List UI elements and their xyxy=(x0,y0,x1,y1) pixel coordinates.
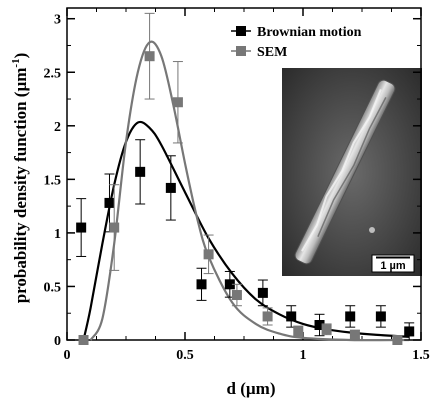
data-point-brownian xyxy=(224,279,235,290)
data-point-brownian xyxy=(104,197,115,208)
data-point-brownian xyxy=(257,287,268,298)
legend-marker-sem xyxy=(236,46,246,56)
y-tick-label: 0 xyxy=(54,334,61,349)
data-point-sem xyxy=(349,329,360,340)
rod-particle xyxy=(294,79,396,265)
data-point-brownian xyxy=(135,166,146,177)
data-point-sem xyxy=(231,290,242,301)
x-tick-label: 1 xyxy=(300,348,307,363)
data-points xyxy=(76,12,415,345)
debris-speck xyxy=(369,227,375,233)
data-point-sem xyxy=(78,335,89,345)
data-point-sem xyxy=(109,222,120,233)
data-point-sem xyxy=(172,97,183,108)
data-point-sem xyxy=(203,249,214,260)
fit-curve-sem xyxy=(89,40,410,342)
legend-label-brownian: Brownian motion xyxy=(257,25,362,40)
data-point-brownian xyxy=(345,311,356,322)
y-axis-label: probability density function (µm-1) xyxy=(10,53,30,304)
legend-marker-brownian xyxy=(236,26,246,36)
scale-bar-box xyxy=(371,254,415,273)
y-axis-label-superscript: -1 xyxy=(10,58,22,67)
y-tick-label: 0.5 xyxy=(44,280,62,295)
legend-label-sem: SEM xyxy=(257,45,287,60)
data-point-sem xyxy=(321,324,332,335)
scale-bar-label: 1 µm xyxy=(380,260,406,272)
y-tick-label: 2.5 xyxy=(44,66,62,81)
data-point-brownian xyxy=(165,182,176,193)
data-point-sem xyxy=(262,311,273,322)
y-tick-label: 1.5 xyxy=(44,173,62,188)
x-axis-label: d (µm) xyxy=(227,379,276,398)
data-point-brownian xyxy=(286,311,297,322)
data-point-sem xyxy=(392,335,403,345)
data-point-brownian xyxy=(375,311,386,322)
legend: Brownian motion SEM xyxy=(231,25,362,60)
data-point-brownian xyxy=(404,326,415,337)
data-point-sem xyxy=(144,51,155,62)
y-tick-label: 2 xyxy=(54,120,61,135)
data-point-brownian xyxy=(76,222,87,233)
y-axis-label-main: probability density function (µm xyxy=(11,68,30,304)
data-point-brownian xyxy=(314,320,325,331)
x-tick-label: 1.5 xyxy=(412,348,430,363)
data-point-sem xyxy=(293,326,304,337)
axes: 0 0.5 1 1.5 0 0.5 1 1.5 2 2.5 3 xyxy=(44,7,430,363)
y-axis-label-close: ) xyxy=(11,53,30,59)
x-tick-label: 0 xyxy=(64,348,71,363)
y-tick-label: 3 xyxy=(54,13,61,28)
data-point-brownian xyxy=(196,279,207,290)
x-tick-label: 0.5 xyxy=(176,348,194,363)
y-tick-label: 1 xyxy=(54,227,61,242)
sem-inset-image: 1 µm xyxy=(282,68,422,276)
